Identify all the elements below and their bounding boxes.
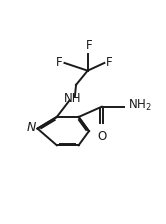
Text: O: O <box>97 130 106 143</box>
Text: NH: NH <box>63 92 81 105</box>
Text: N: N <box>26 121 36 134</box>
Text: F: F <box>106 56 113 69</box>
Text: NH$_2$: NH$_2$ <box>127 98 151 113</box>
Text: F: F <box>86 39 92 52</box>
Text: F: F <box>56 56 63 69</box>
